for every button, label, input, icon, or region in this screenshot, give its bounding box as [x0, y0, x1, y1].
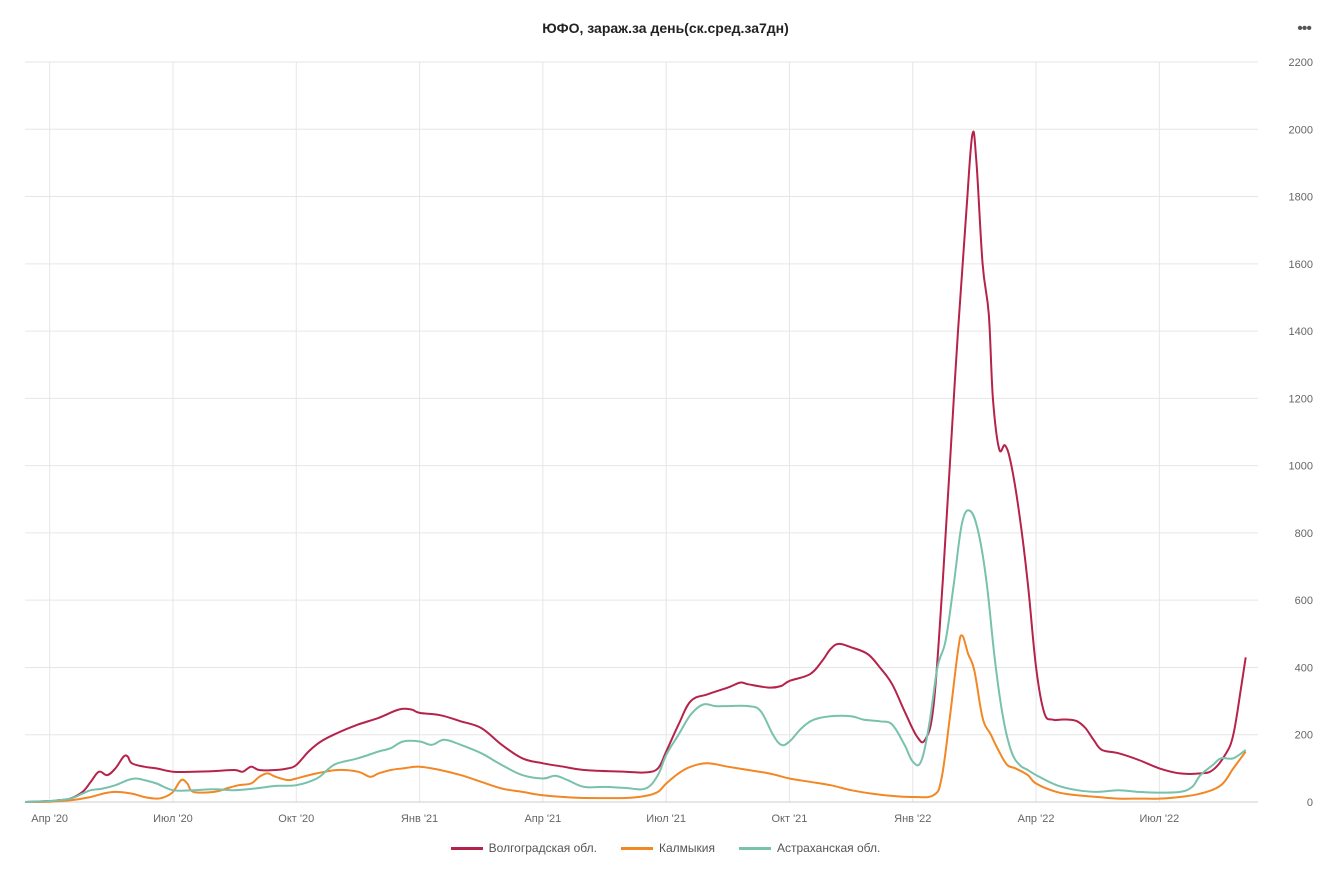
legend-swatch [450, 846, 483, 850]
y-tick-label: 1000 [1289, 461, 1313, 473]
x-tick-label: Окт '21 [771, 813, 807, 825]
x-tick-label: Июл '20 [153, 813, 193, 825]
legend-label: Астраханская обл. [776, 841, 881, 855]
y-tick-label: 2000 [1289, 124, 1313, 136]
more-horizontal-icon[interactable]: ••• [1297, 20, 1312, 37]
y-tick-label: 1600 [1289, 259, 1313, 271]
x-tick-label: Янв '22 [894, 813, 931, 825]
x-tick-label: Июл '21 [646, 813, 686, 825]
legend-item[interactable]: Астраханская обл. [738, 841, 881, 855]
y-tick-label: 1400 [1289, 326, 1313, 338]
series-lines [24, 130, 1247, 803]
grid-lines [25, 61, 1258, 803]
y-tick-label: 200 [1295, 730, 1313, 742]
series-line-2[interactable] [24, 509, 1247, 803]
series-line-1[interactable] [24, 634, 1247, 803]
x-tick-label: Янв '21 [401, 813, 438, 825]
legend: Волгоградская обл. Калмыкия Астраханская о… [0, 841, 1331, 855]
y-tick-label: 2200 [1289, 57, 1313, 69]
x-tick-label: Апр '21 [524, 813, 561, 825]
y-axis-ticks: 0 200 400 600 800 1000 1200 1400 1600 1800 2000 220… [1289, 57, 1313, 809]
legend-item[interactable]: Калмыкия [620, 841, 715, 855]
y-tick-label: 1800 [1289, 192, 1313, 204]
legend-item[interactable]: Волгоградская обл. [450, 841, 597, 855]
y-tick-label: 1200 [1289, 393, 1313, 405]
x-tick-label: Июл '22 [1139, 813, 1179, 825]
chart-title: ЮФО, зараж.за день(ск.сред.за7дн) [542, 20, 789, 36]
x-tick-label: Окт '20 [278, 813, 314, 825]
y-tick-label: 0 [1307, 797, 1313, 809]
y-tick-label: 800 [1295, 528, 1313, 540]
x-tick-label: Апр '20 [31, 813, 68, 825]
y-tick-label: 400 [1295, 662, 1313, 674]
legend-label: Калмыкия [658, 841, 715, 855]
y-tick-label: 600 [1295, 595, 1313, 607]
x-axis-ticks: Апр '20 Июл '20 Окт '20 Янв '21 Апр '21 Июл '… [31, 813, 1179, 825]
legend-label: Волгоградская обл. [488, 841, 597, 855]
x-tick-label: Апр '22 [1018, 813, 1055, 825]
series-line-0[interactable] [24, 130, 1247, 803]
legend-swatch [620, 846, 653, 850]
legend-swatch [738, 846, 771, 850]
